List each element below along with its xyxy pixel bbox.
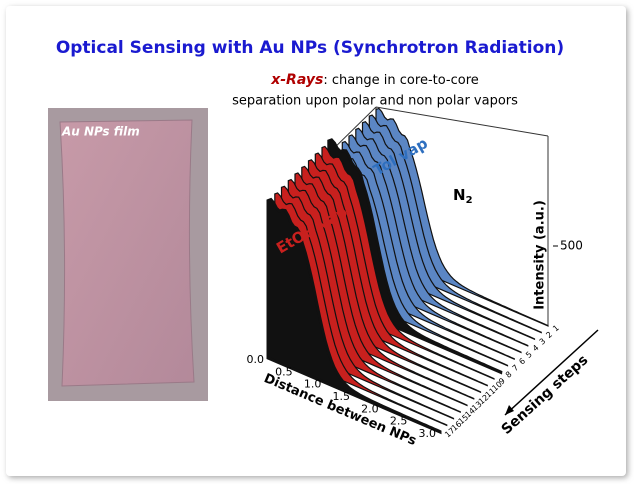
x-tick-label: 0.5 [275,365,293,378]
subtitle-text: : change in core-to-core [323,73,478,88]
x-tick-label: 3.0 [419,427,437,440]
y-tick-label: 1 [551,323,561,333]
photo-film [59,119,195,387]
y-axis-arrow [504,329,599,416]
y-tick-label: 9 [497,376,507,386]
figure: 0.00.51.01.52.02.53.01234567891011121314… [247,106,599,449]
y-tick-label: 2 [544,330,554,340]
x-tick-label: 0.0 [247,353,265,366]
x-tick-label: 2.5 [390,415,408,428]
y-tick-label: 8 [504,370,514,380]
z-tick-label: 500 [560,239,583,253]
y-tick-label: 7 [511,363,521,373]
spectrum-curve [266,197,442,435]
title: Optical Sensing with Au NPs (Synchrotron… [56,38,564,58]
x-tick-label: 1.5 [333,390,351,403]
photo-label: Au NPs film [61,125,140,139]
subtitle-line-2: separation upon polar and non polar vapo… [232,94,518,109]
y-axis-arrowhead [505,405,514,415]
subtitle-highlight: x-Rays [270,72,323,88]
y-tick-label: 5 [524,350,534,360]
y-tick-label: 3 [538,337,548,347]
box-edge [375,106,549,137]
nitrogen-label: N2 [453,186,473,207]
z-axis-title: Intensity (a.u.) [533,200,548,310]
nitrogen-subscript: 2 [466,195,473,206]
nitrogen-symbol: N [453,186,466,204]
x-tick-label: 2.0 [361,402,379,415]
y-tick-label: 4 [531,343,541,353]
y-tick-label: 6 [517,356,527,366]
subtitle-line-1: x-Rays: change in core-to-core [270,72,479,88]
x-tick-label: 1.0 [304,378,322,391]
